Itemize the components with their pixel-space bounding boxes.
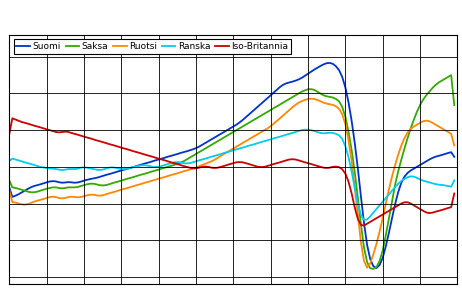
Legend: Suomi, Saksa, Ruotsi, Ranska, Iso-Britannia: Suomi, Saksa, Ruotsi, Ranska, Iso-Britan… [14,39,291,54]
Ranska [6,159,12,163]
Ranska [327,131,333,135]
Ranska [143,164,149,167]
Iso-Britannia [10,117,15,120]
Saksa [324,95,329,98]
Suomi [374,266,379,270]
Saksa [365,260,370,264]
Saksa [72,186,77,189]
Ranska [302,128,308,131]
Saksa [37,189,43,193]
Suomi [367,258,373,261]
Suomi [324,61,329,65]
Ruotsi [143,181,149,184]
Ruotsi [6,188,12,192]
Iso-Britannia [361,224,367,227]
Iso-Britannia [146,154,152,157]
Ranska [371,211,376,214]
Suomi [72,181,77,184]
Suomi [143,162,149,165]
Saksa [451,103,457,107]
Ranska [361,218,367,222]
Saksa [374,265,379,269]
Saksa [371,267,376,271]
Ruotsi [72,195,77,199]
Saksa [6,179,12,182]
Iso-Britannia [75,133,80,136]
Ruotsi [37,198,43,202]
Ranska [37,165,43,168]
Ruotsi [451,144,457,147]
Iso-Britannia [451,192,457,195]
Line: Saksa: Saksa [9,75,454,269]
Saksa [449,73,454,77]
Line: Ranska: Ranska [9,130,454,220]
Line: Ruotsi: Ruotsi [9,99,454,268]
Line: Suomi: Suomi [9,63,454,268]
Line: Iso-Britannia: Iso-Britannia [9,118,454,226]
Iso-Britannia [6,133,12,136]
Ranska [451,179,457,182]
Suomi [37,183,43,186]
Ruotsi [365,266,370,269]
Iso-Britannia [41,127,46,130]
Iso-Britannia [327,166,333,169]
Iso-Britannia [371,218,376,222]
Suomi [6,186,12,189]
Suomi [451,155,457,159]
Ruotsi [371,253,376,256]
Ranska [72,167,77,171]
Ruotsi [327,102,333,106]
Suomi [377,263,383,267]
Ruotsi [308,97,314,100]
Iso-Britannia [377,215,383,218]
Saksa [143,172,149,175]
Ruotsi [377,230,383,233]
Suomi [327,61,333,65]
Ranska [377,204,383,207]
